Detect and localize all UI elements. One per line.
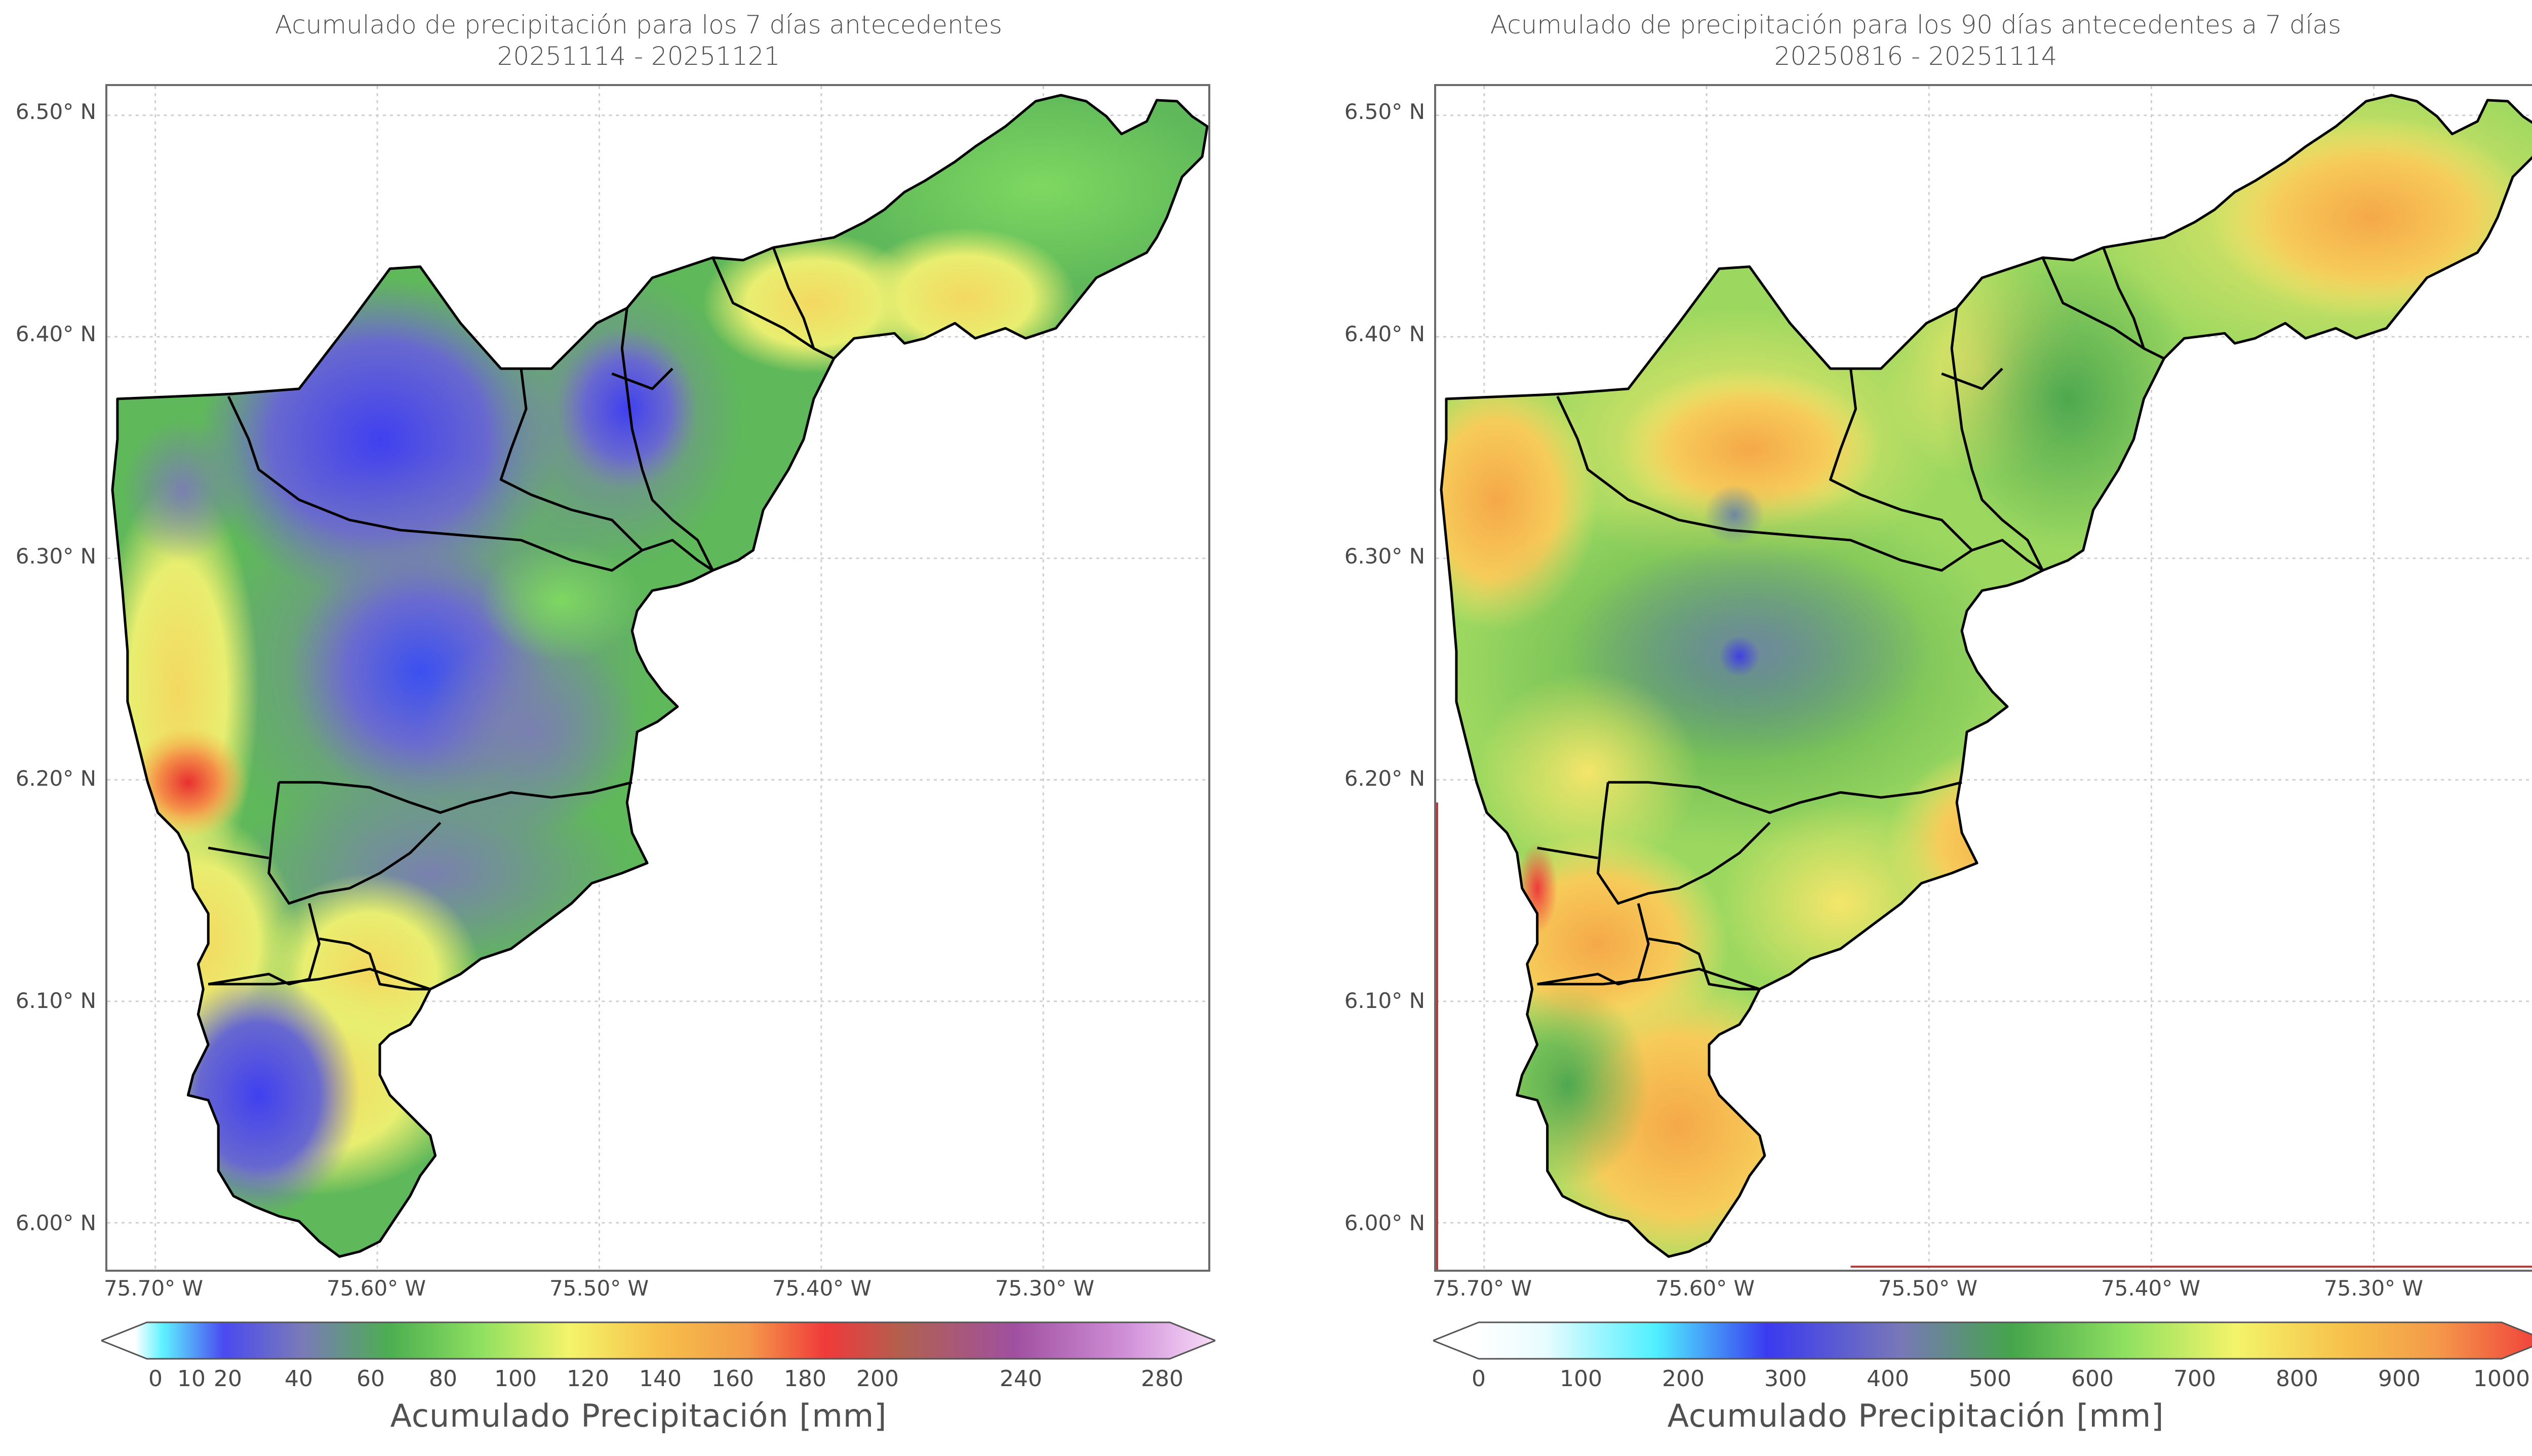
right-map-canvas [1436, 86, 2532, 1270]
left-title-line1: Acumulado de precipitación para los 7 dí… [274, 10, 1003, 39]
right-ytick-5: 6.00° N [1344, 1210, 1425, 1235]
right-map-title: Acumulado de precipitación para los 90 d… [1277, 9, 2532, 72]
left-cbtick-6: 100 [494, 1366, 537, 1392]
left-cbtick-13: 280 [1141, 1366, 1183, 1392]
left-ytick-0: 6.50° N [15, 99, 96, 124]
left-title-line2: 20251114 - 20251121 [497, 42, 780, 71]
left-cbtick-9: 160 [711, 1366, 754, 1392]
right-cbtick-4: 400 [1867, 1366, 1909, 1392]
left-ytick-4: 6.10° N [15, 988, 96, 1013]
left-cbtick-3: 40 [285, 1366, 313, 1392]
left-xtick-1: 75.60° W [326, 1276, 426, 1301]
left-colorbar-label: Acumulado Precipitación [mm] [390, 1397, 887, 1434]
right-cbtick-9: 900 [2378, 1366, 2421, 1392]
right-cbtick-7: 700 [2173, 1366, 2216, 1392]
right-precip-field [1441, 95, 2532, 1257]
left-map-title: Acumulado de precipitación para los 7 dí… [0, 9, 1277, 72]
left-xtick-3: 75.40° W [772, 1276, 872, 1301]
right-xtick-1: 75.60° W [1655, 1276, 1755, 1301]
right-cbtick-10: 1000 [2473, 1366, 2530, 1392]
left-map-canvas [107, 86, 1208, 1270]
right-cbtick-0: 0 [1472, 1366, 1486, 1392]
left-map-panel: Acumulado de precipitación para los 7 dí… [0, 9, 1277, 1434]
right-ytick-1: 6.40° N [1344, 321, 1425, 346]
left-xtick-4: 75.30° W [995, 1276, 1095, 1301]
right-xtick-0: 75.70° W [1432, 1276, 1532, 1301]
right-ytick-2: 6.30° N [1344, 544, 1425, 569]
right-ytick-3: 6.20° N [1344, 766, 1425, 791]
right-ytick-4: 6.10° N [1344, 988, 1425, 1013]
right-cbtick-8: 800 [2276, 1366, 2318, 1392]
left-cbtick-0: 0 [148, 1366, 163, 1392]
left-map-frame [105, 84, 1210, 1272]
left-basin-boundaries [111, 94, 1208, 1258]
right-title-line2: 20250816 - 20251114 [1774, 42, 2058, 71]
left-cbtick-2: 20 [214, 1366, 242, 1392]
right-cbtick-2: 200 [1662, 1366, 1705, 1392]
right-xtick-4: 75.30° W [2323, 1276, 2424, 1301]
left-cbtick-7: 120 [567, 1366, 609, 1392]
left-cbtick-11: 200 [856, 1366, 899, 1392]
left-cbtick-5: 80 [429, 1366, 457, 1392]
left-precip-field [112, 95, 1208, 1257]
left-ytick-5: 6.00° N [15, 1210, 96, 1235]
left-cbtick-4: 60 [357, 1366, 385, 1392]
left-ytick-3: 6.20° N [15, 766, 96, 791]
right-ytick-0: 6.50° N [1344, 99, 1425, 124]
right-map-frame [1434, 84, 2532, 1272]
left-ytick-1: 6.40° N [15, 321, 96, 346]
right-xtick-3: 75.40° W [2101, 1276, 2201, 1301]
left-xtick-0: 75.70° W [103, 1276, 204, 1301]
right-title-line1: Acumulado de precipitación para los 90 d… [1490, 10, 2342, 39]
left-xtick-2: 75.50° W [549, 1276, 649, 1301]
right-cbtick-5: 500 [1969, 1366, 2011, 1392]
right-cbtick-1: 100 [1560, 1366, 1602, 1392]
right-colorbar-label: Acumulado Precipitación [mm] [1667, 1397, 2164, 1434]
left-cbtick-1: 10 [177, 1366, 206, 1392]
left-cbtick-10: 180 [784, 1366, 826, 1392]
right-cbtick-6: 600 [2071, 1366, 2114, 1392]
left-cbtick-8: 140 [639, 1366, 682, 1392]
right-cbtick-3: 300 [1764, 1366, 1807, 1392]
right-basin-boundaries [1440, 94, 2532, 1258]
left-cbtick-12: 240 [1000, 1366, 1042, 1392]
right-map-panel: Acumulado de precipitación para los 90 d… [1277, 0, 2532, 1456]
right-xtick-2: 75.50° W [1878, 1276, 1978, 1301]
right-colorbar [1433, 1321, 2532, 1360]
left-ytick-2: 6.30° N [15, 544, 96, 569]
left-colorbar [101, 1321, 1215, 1360]
